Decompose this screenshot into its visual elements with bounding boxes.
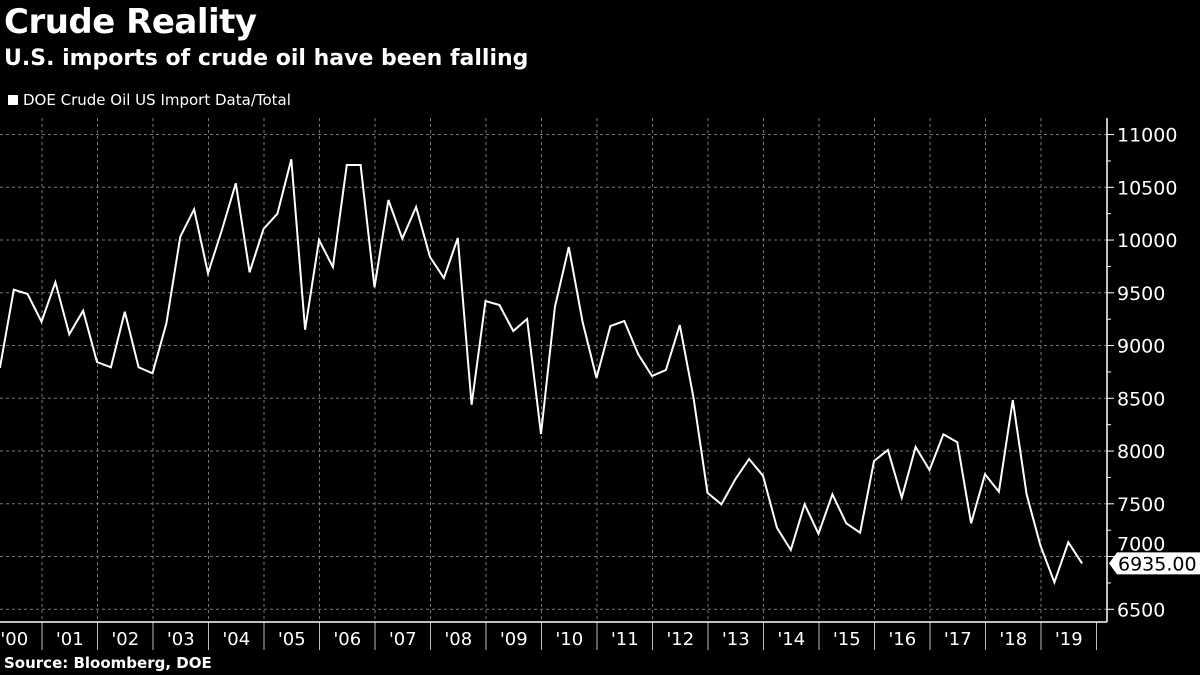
x-tick-label: '00	[0, 629, 28, 650]
x-tick-label: '11	[611, 629, 639, 650]
x-tick-label: '13	[722, 629, 750, 650]
x-tick-label: '06	[333, 629, 361, 650]
x-tick-label: '18	[999, 629, 1027, 650]
x-tick-label: '04	[222, 629, 250, 650]
y-tick-label: 8000	[1117, 441, 1165, 463]
y-tick-label: 9000	[1117, 336, 1165, 358]
x-tick-label: '10	[555, 629, 583, 650]
x-tick-label: '19	[1055, 629, 1083, 650]
x-tick-label: '07	[389, 629, 417, 650]
y-tick-label: 11000	[1117, 125, 1177, 147]
x-tick-label: '01	[56, 629, 84, 650]
legend-label: DOE Crude Oil US Import Data/Total	[23, 91, 291, 109]
x-tick-label: '15	[833, 629, 861, 650]
y-tick-label: 9500	[1117, 283, 1165, 305]
chart-title: Crude Reality	[4, 2, 257, 42]
last-value-label: 6935.00	[1118, 553, 1197, 575]
x-tick-label: '05	[278, 629, 306, 650]
legend: DOE Crude Oil US Import Data/Total	[8, 91, 291, 109]
chart-subtitle: U.S. imports of crude oil have been fall…	[4, 46, 529, 71]
y-tick-label: 7500	[1117, 494, 1165, 516]
x-tick-label: '08	[444, 629, 472, 650]
series-line	[0, 159, 1083, 586]
last-value-tag	[1109, 552, 1200, 575]
x-tick-label: '12	[666, 629, 694, 650]
x-tick-label: '09	[500, 629, 528, 650]
y-tick-label: 8500	[1117, 388, 1165, 410]
x-tick-label: '14	[777, 629, 805, 650]
x-tick-label: '17	[944, 629, 972, 650]
y-tick-label: 6500	[1117, 599, 1165, 621]
source-note: Source: Bloomberg, DOE	[4, 654, 212, 672]
x-tick-label: '16	[888, 629, 916, 650]
y-tick-label: 7000	[1117, 533, 1165, 555]
y-tick-label: 10000	[1117, 230, 1177, 252]
legend-swatch	[8, 95, 18, 105]
x-tick-label: '02	[111, 629, 139, 650]
y-tick-label: 10500	[1117, 177, 1177, 199]
x-tick-label: '03	[167, 629, 195, 650]
